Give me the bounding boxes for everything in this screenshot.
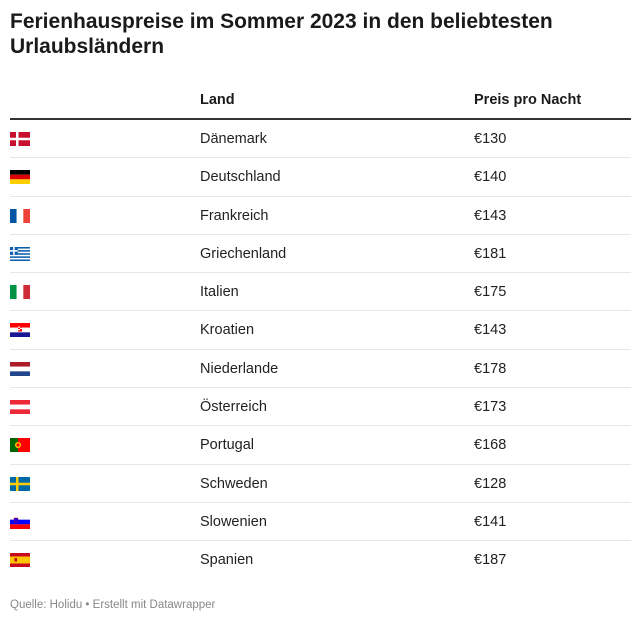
cell-price: €181 <box>474 245 507 262</box>
cell-land: Portugal <box>200 437 255 454</box>
germany-flag-icon <box>10 170 30 185</box>
cell-price: €168 <box>474 437 507 454</box>
portugal-flag-icon <box>10 438 30 453</box>
table-row: Frankreich €143 <box>10 197 631 235</box>
table-row: Kroatien €143 <box>10 311 631 350</box>
table-header: Land Preis pro Nacht <box>10 82 631 120</box>
cell-price: €143 <box>474 207 507 224</box>
column-header-price[interactable]: Preis pro Nacht <box>474 92 582 108</box>
table-row: Niederlande €178 <box>10 350 631 389</box>
table-row: Italien €175 <box>10 273 631 312</box>
column-header-land[interactable]: Land <box>200 92 235 108</box>
table-row: Spanien €187 <box>10 541 631 578</box>
chart-title: Ferienhauspreise im Sommer 2023 in den b… <box>10 10 553 58</box>
cell-price: €140 <box>474 169 507 186</box>
cell-price: €175 <box>474 284 507 301</box>
netherlands-flag-icon <box>10 361 30 376</box>
cell-land: Italien <box>200 284 239 301</box>
cell-price: €141 <box>474 513 507 530</box>
france-flag-icon <box>10 208 30 223</box>
italy-flag-icon <box>10 285 30 300</box>
cell-price: €128 <box>474 475 507 492</box>
table-row: Schweden €128 <box>10 465 631 503</box>
cell-price: €143 <box>474 322 507 339</box>
spain-flag-icon <box>10 553 30 568</box>
table-row: Slowenien €141 <box>10 503 631 542</box>
cell-land: Griechenland <box>200 245 287 262</box>
sweden-flag-icon <box>10 476 30 491</box>
cell-price: €173 <box>474 399 507 416</box>
cell-land: Niederlande <box>200 360 279 377</box>
cell-land: Schweden <box>200 475 268 492</box>
cell-price: €178 <box>474 360 507 377</box>
austria-flag-icon <box>10 400 30 415</box>
cell-price: €187 <box>474 552 507 569</box>
croatia-flag-icon <box>10 323 30 338</box>
source-note: Quelle: Holidu • Erstellt mit Datawrappe… <box>10 599 216 611</box>
cell-land: Spanien <box>200 552 254 569</box>
cell-land: Deutschland <box>200 169 281 186</box>
cell-land: Frankreich <box>200 207 269 224</box>
cell-land: Österreich <box>200 399 267 416</box>
cell-land: Dänemark <box>200 131 267 147</box>
greece-flag-icon <box>10 246 30 261</box>
cell-price: €130 <box>474 131 507 147</box>
price-table: Land Preis pro Nacht Dänemark €130 Deutsch… <box>10 82 631 579</box>
table-row: Dänemark €130 <box>10 120 631 159</box>
slovenia-flag-icon <box>10 514 30 529</box>
table-row: Griechenland €181 <box>10 235 631 274</box>
denmark-flag-icon <box>10 132 30 146</box>
table-row: Österreich €173 <box>10 388 631 427</box>
table-body: Dänemark €130 Deutschland €140 Frankreich €14… <box>10 120 631 579</box>
table-row: Portugal €168 <box>10 426 631 465</box>
cell-land: Kroatien <box>200 322 255 339</box>
cell-land: Slowenien <box>200 513 267 530</box>
table-row: Deutschland €140 <box>10 158 631 197</box>
